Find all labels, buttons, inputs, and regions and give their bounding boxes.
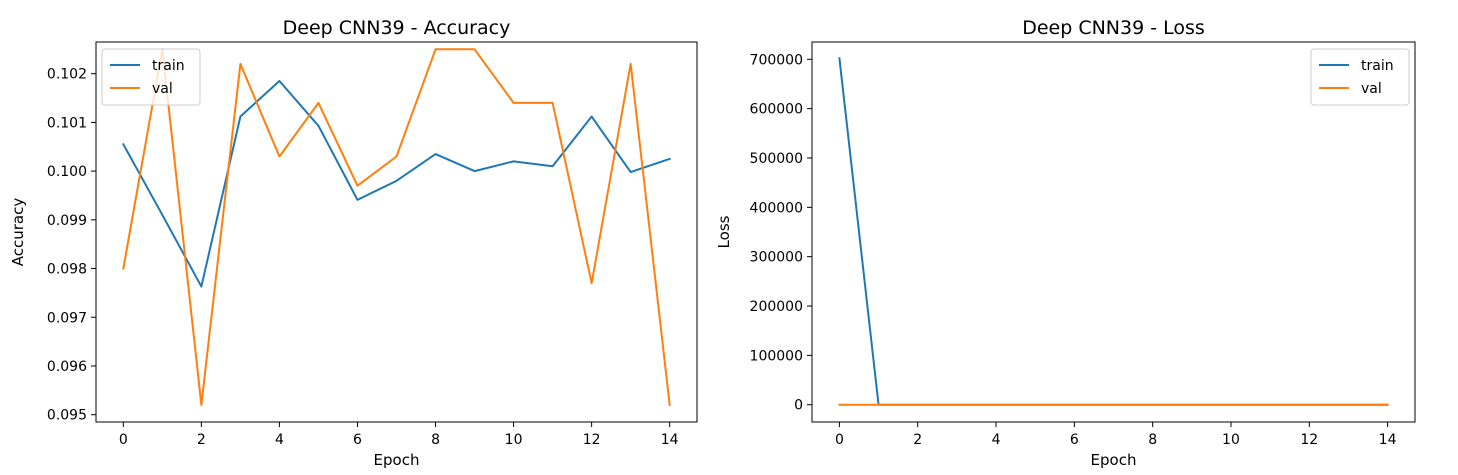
x-tick-label: 8 (431, 432, 440, 448)
y-tick-label: 200000 (750, 299, 803, 315)
legend: train val (1310, 48, 1410, 106)
x-tick-label: 0 (119, 432, 128, 448)
y-axis-label: Loss (715, 215, 733, 248)
y-tick-label: 700000 (750, 52, 803, 68)
y-tick-label: 0.097 (47, 310, 87, 326)
x-axis-label: Epoch (374, 451, 420, 469)
y-tick-label: 0.098 (47, 262, 87, 278)
x-tick-label: 14 (661, 432, 679, 448)
x-tick-label: 12 (583, 432, 601, 448)
x-tick-label: 8 (1148, 432, 1157, 448)
legend-label-train: train (1361, 58, 1394, 74)
y-tick-label: 0.099 (47, 213, 87, 229)
plot-frame (811, 41, 1416, 423)
x-tick-label: 2 (197, 432, 206, 448)
x-tick-label: 4 (275, 432, 284, 448)
legend-box (101, 48, 201, 106)
legend-label-val: val (1361, 81, 1382, 97)
chart-title: Deep CNN39 - Loss (1022, 17, 1205, 39)
series-line-val (122, 48, 671, 407)
loss-chart: Deep CNN39 - Loss 0 2 4 6 8 10 12 14 0 100000 20000… (715, 17, 1416, 469)
y-tick-label: 0.096 (47, 359, 87, 375)
y-tick-label: 100000 (750, 348, 803, 364)
series-line-train (838, 57, 1389, 406)
x-tick-label: 6 (1070, 432, 1079, 448)
y-tick-label: 500000 (750, 151, 803, 167)
y-tick-label: 300000 (750, 250, 803, 266)
x-tick-label: 10 (1222, 432, 1240, 448)
accuracy-chart: Deep CNN39 - Accuracy 0 2 4 6 8 10 12 14 0.095 0.0… (9, 17, 698, 469)
x-tick-label: 0 (835, 432, 844, 448)
y-axis-label: Accuracy (9, 198, 27, 267)
x-tick-label: 6 (353, 432, 362, 448)
x-tick-label: 10 (505, 432, 523, 448)
y-tick-label: 0.100 (47, 164, 87, 180)
chart-title: Deep CNN39 - Accuracy (283, 17, 511, 39)
legend-label-val: val (152, 81, 173, 97)
legend: train val (101, 48, 201, 106)
x-tick-label: 4 (992, 432, 1001, 448)
x-tick-label: 2 (913, 432, 922, 448)
y-tick-label: 600000 (750, 102, 803, 118)
x-tick-label: 12 (1300, 432, 1318, 448)
y-tick-label: 0.095 (47, 408, 87, 424)
x-axis-label: Epoch (1091, 451, 1137, 469)
y-tick-label: 0.102 (47, 67, 87, 83)
series-line-train (121, 79, 671, 288)
plot-frame (95, 41, 698, 423)
legend-box (1310, 48, 1410, 106)
y-tick-label: 400000 (750, 200, 803, 216)
x-tick-label: 14 (1379, 432, 1397, 448)
y-tick-label: 0.101 (47, 115, 87, 131)
legend-label-train: train (152, 58, 185, 74)
y-tick-label: 0 (794, 398, 803, 414)
